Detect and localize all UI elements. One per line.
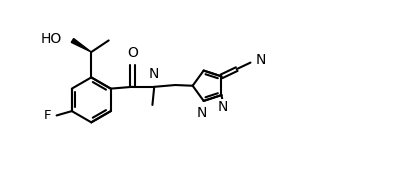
Text: N: N	[149, 67, 160, 81]
Text: N: N	[256, 53, 266, 67]
Polygon shape	[71, 38, 91, 52]
Text: F: F	[44, 109, 52, 122]
Text: HO: HO	[41, 32, 62, 46]
Text: N: N	[197, 106, 207, 120]
Text: O: O	[127, 46, 138, 60]
Text: N: N	[218, 100, 228, 114]
